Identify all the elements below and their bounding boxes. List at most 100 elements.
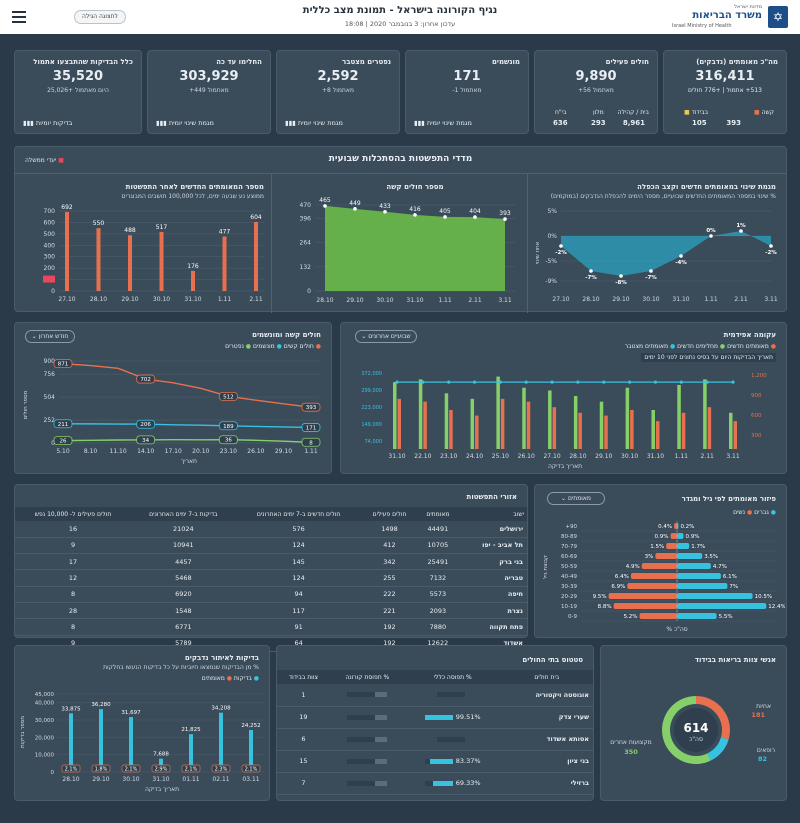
data-point <box>619 274 623 278</box>
trend-button[interactable]: ▮▮▮ מגמת שינוי יומית <box>414 119 472 127</box>
state-emblem-icon: ✡ <box>768 6 788 28</box>
column-header[interactable]: חולים חדשים ב-7 ימים האחרונים <box>235 507 362 521</box>
severe-weekly-title: מספר חולים קשה <box>386 183 444 191</box>
severe-ventilated-panel: חולים קשה ומונשמים ⌄ חודש אחרון ● חולים … <box>14 322 332 474</box>
new-cases-weekly-title: מספר המאומתים החדשים לאחר התפשטות <box>125 183 264 191</box>
table-row[interactable]: טבריה 7132 255 124 5468 12 <box>15 569 527 587</box>
data-label-box <box>301 402 321 412</box>
recovered-bar <box>573 396 578 449</box>
trend-button[interactable]: ▮▮▮ מגמת שינוי יומית <box>285 119 343 127</box>
y-axis-label: אחוז שינוי <box>535 241 541 264</box>
data-point <box>576 380 580 384</box>
menu-icon[interactable] <box>10 6 30 28</box>
data-label: 26 <box>60 439 67 445</box>
confirmed-bar <box>578 412 582 449</box>
trend-button[interactable]: ▮▮▮ מגמת שינוי יומית <box>156 119 214 127</box>
daily-tests-button[interactable]: ▮▮▮ בדיקות יומיות <box>23 119 73 127</box>
staff-cell: 1 <box>277 684 330 707</box>
data-point <box>323 204 327 208</box>
x-tick-label: 28.10 <box>569 453 586 460</box>
cities-table: ישוב מאומתים חולים פעילים חולים חדשים ב-7 י… <box>15 507 527 652</box>
x-tick-label: 28.10 <box>90 296 107 303</box>
recovered-bar <box>522 387 526 449</box>
occupancy-cell: 69.33% <box>404 772 501 795</box>
column-header[interactable]: % תפוסה כללי <box>404 670 501 684</box>
table-row[interactable]: אסותא אשדוד 6 <box>277 728 593 751</box>
data-label: 36,280 <box>91 702 111 708</box>
other-label: מקצועות אחרים <box>610 739 651 746</box>
x-tick-label: 2.11 <box>700 453 714 460</box>
doctors-value: 181 <box>751 711 765 719</box>
x-tick-label: 01.11 <box>182 776 199 783</box>
data-label: 1% <box>736 223 746 229</box>
pct-label: 2.1% <box>125 767 138 773</box>
confirmed-bar <box>552 407 557 449</box>
table-row[interactable]: חיפה 5573 222 94 6920 8 <box>15 586 527 603</box>
y-tick-label: 223,000 <box>361 405 382 411</box>
table-row[interactable]: נצרת 2093 221 117 1548 28 <box>15 602 527 620</box>
metric-dropdown[interactable]: ⌄ מאומתים <box>547 492 605 505</box>
data-label: 6.4% <box>615 574 629 580</box>
data-point <box>383 209 387 214</box>
data-label-box <box>53 359 73 369</box>
bar <box>254 221 258 291</box>
column-header[interactable]: חולים פעילים <box>361 507 418 521</box>
data-point <box>473 215 477 219</box>
data-label: 4.7% <box>713 564 727 570</box>
data-label-box <box>136 435 156 445</box>
recovered-bar <box>548 390 552 449</box>
x-tick-label: 11.10 <box>110 448 127 455</box>
goal-marker <box>43 275 55 283</box>
data-label: 189 <box>223 424 234 430</box>
table-row[interactable]: ברזילי 69.33% 7 <box>277 772 593 795</box>
weekly-title: מדדי התפשטות בהסתכלות שבועית <box>328 154 473 164</box>
column-header[interactable]: ישוב <box>458 507 527 521</box>
display-mode-button[interactable]: לתצוגה הגילה <box>74 10 126 24</box>
column-header[interactable]: בית חולים <box>500 670 593 684</box>
confirmed-bar <box>630 410 634 449</box>
y-tick-label: 80-89 <box>561 534 577 540</box>
bar-chart-icon: ▮▮▮ <box>414 119 425 127</box>
table-cell: טבריה <box>458 569 527 587</box>
page-title: נגיף הקורונה בישראל - תמונת מצב כללית <box>302 5 498 16</box>
period-dropdown[interactable]: ⌄ שבועיים אחרונים <box>355 330 417 343</box>
table-cell: 10705 <box>417 537 459 555</box>
pct-label: 2.1% <box>245 767 258 773</box>
data-label: 692 <box>61 204 73 211</box>
column-header[interactable]: % תפוסת קורונה <box>329 670 405 684</box>
table-row[interactable]: אוגוסטה ויקטוריה 1 <box>277 684 593 707</box>
data-label-box <box>218 391 238 401</box>
x-tick-label: 29.10 <box>275 448 292 455</box>
table-cell: 117 <box>235 602 362 620</box>
recovered-bar <box>651 410 655 449</box>
x-tick-label: 17.10 <box>165 448 182 455</box>
data-point <box>503 217 507 221</box>
table-row[interactable]: פתח תקווה 7880 192 91 6771 8 <box>15 618 527 636</box>
table-cell: 6920 <box>131 586 236 603</box>
column-header[interactable]: בדיקות ב-7 ימים האחרונים <box>131 507 236 521</box>
data-point <box>602 380 606 384</box>
data-point <box>421 380 425 384</box>
table-row[interactable]: תל אביב - יפו 10705 412 124 10941 9 <box>15 537 527 555</box>
y-tick-label: 0 <box>51 770 55 776</box>
data-point <box>649 269 653 273</box>
table-cell: 5468 <box>131 569 236 587</box>
y-tick-label: 45,000 <box>35 692 55 698</box>
table-row[interactable]: ירושלים 44491 1498 576 21024 16 <box>15 521 527 538</box>
occupancy-cell <box>404 684 501 707</box>
column-header[interactable]: חולים פעילים ל- 10,000 נפש <box>15 507 132 521</box>
data-label: 488 <box>124 227 136 234</box>
epi-curve-panel: עקומה אפידמית ⌄ שבועיים אחרונים ● מאומתי… <box>340 322 787 474</box>
column-header[interactable]: צוות בבידוד <box>277 670 330 684</box>
donut-slice <box>695 696 730 740</box>
table-row[interactable]: בני ברק 25491 342 145 4457 17 <box>15 553 527 571</box>
table-cell: 4457 <box>131 553 236 571</box>
column-header[interactable]: מאומתים <box>417 507 459 521</box>
period-dropdown[interactable]: ⌄ חודש אחרון <box>25 330 75 343</box>
recovered-bar <box>703 379 707 449</box>
table-row[interactable]: שערי צדק 99.51% 19 <box>277 706 593 729</box>
y-tick-label: 299,000 <box>361 388 382 394</box>
table-cell: 576 <box>235 521 362 538</box>
y-tick-label: 5% <box>547 208 557 215</box>
table-row[interactable]: בני ציון 83.37% 15 <box>277 750 593 773</box>
